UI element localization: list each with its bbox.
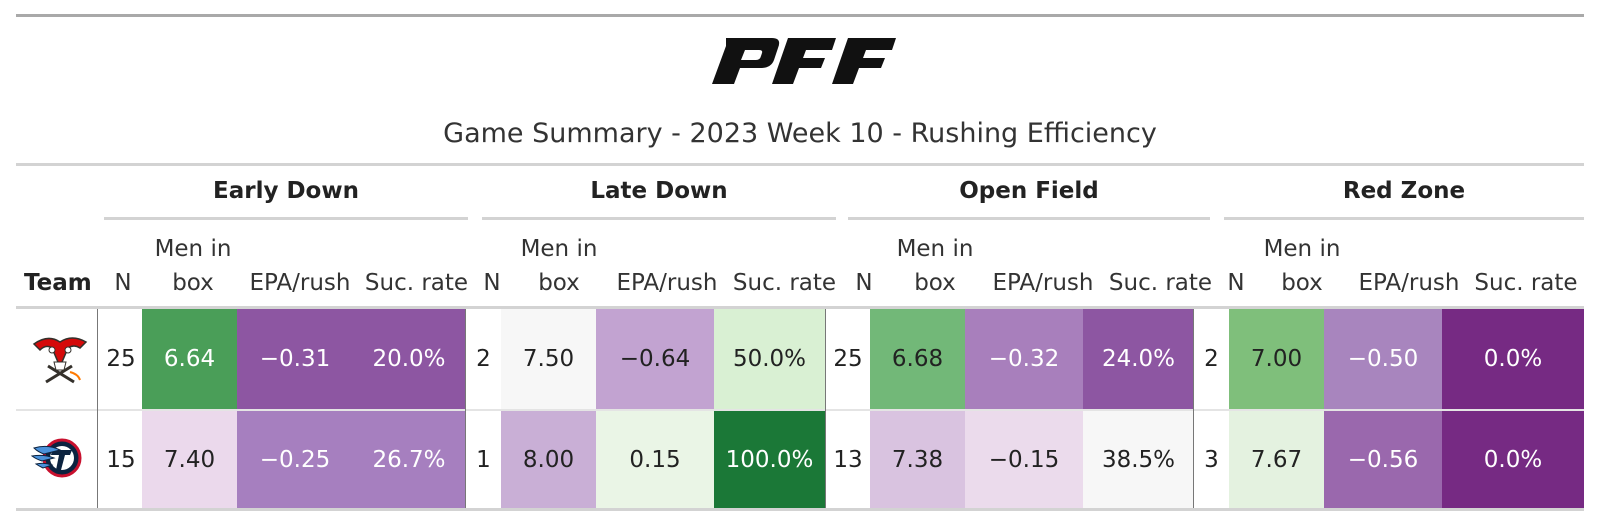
column-header-men-in-box: Men in box	[520, 236, 598, 296]
pff-logo	[712, 38, 896, 84]
title-rule	[16, 163, 1584, 166]
column-header-men-in-box: Men in box	[1263, 236, 1341, 296]
table-cell-n: 13	[826, 411, 870, 508]
table-cell-men-in-box: 7.67	[1229, 411, 1324, 508]
table-cell-men-in-box: 7.40	[142, 411, 237, 508]
column-header-suc-rate: Suc. rate	[1108, 270, 1213, 296]
column-header-men-in-box: Men in box	[896, 236, 974, 296]
table-cell-epa-rush: −0.50	[1324, 309, 1442, 409]
column-divider	[465, 309, 466, 508]
spanner-rule	[848, 217, 1210, 220]
column-header-team: Team	[24, 270, 92, 296]
column-header-men-in-box: Men in box	[154, 236, 232, 296]
table-cell-epa-rush: −0.56	[1324, 411, 1442, 508]
column-header-epa-rush: EPA/rush	[992, 270, 1094, 296]
column-header-epa-rush: EPA/rush	[616, 270, 718, 296]
table-cell-suc-rate: 50.0%	[714, 309, 825, 409]
column-header-n: N	[855, 270, 873, 296]
column-header-n: N	[483, 270, 501, 296]
top-rule	[16, 14, 1584, 17]
spanner-late-down: Late Down	[590, 178, 728, 204]
column-header-n: N	[114, 270, 132, 296]
column-header-suc-rate: Suc. rate	[364, 270, 469, 296]
table-cell-men-in-box: 7.50	[501, 309, 596, 409]
spanner-rule	[1224, 217, 1584, 220]
table-cell-epa-rush: −0.31	[237, 309, 353, 409]
table-cell-suc-rate: 0.0%	[1442, 309, 1584, 409]
table-cell-suc-rate: 100.0%	[714, 411, 825, 508]
table-cell-n: 2	[1194, 309, 1229, 409]
table-cell-men-in-box: 6.64	[142, 309, 237, 409]
column-divider	[1193, 309, 1194, 508]
bottom-rule	[16, 508, 1584, 511]
spanner-open-field: Open Field	[959, 178, 1099, 204]
table-cell-epa-rush: −0.25	[237, 411, 353, 508]
table-cell-suc-rate: 20.0%	[353, 309, 465, 409]
table-cell-men-in-box: 7.38	[870, 411, 965, 508]
column-divider	[97, 309, 98, 508]
column-header-epa-rush: EPA/rush	[1358, 270, 1460, 296]
table-cell-epa-rush: 0.15	[596, 411, 714, 508]
table-cell-suc-rate: 24.0%	[1083, 309, 1194, 409]
table-cell-n: 15	[100, 411, 142, 508]
table-title: Game Summary - 2023 Week 10 - Rushing Ef…	[443, 118, 1157, 149]
table-cell-n: 25	[100, 309, 142, 409]
buccaneers-logo-icon	[32, 337, 88, 384]
column-divider	[825, 309, 826, 508]
table-cell-suc-rate: 26.7%	[353, 411, 465, 508]
table-cell-epa-rush: −0.32	[965, 309, 1083, 409]
column-header-suc-rate: Suc. rate	[732, 270, 837, 296]
table-cell-n: 25	[826, 309, 870, 409]
row-separator	[16, 409, 1584, 411]
table-cell-n: 2	[466, 309, 501, 409]
spanner-rule	[104, 217, 468, 220]
table-cell-suc-rate: 0.0%	[1442, 411, 1584, 508]
table-cell-men-in-box: 8.00	[501, 411, 596, 508]
table-cell-epa-rush: −0.15	[965, 411, 1083, 508]
column-header-n: N	[1227, 270, 1245, 296]
table-cell-epa-rush: −0.64	[596, 309, 714, 409]
table-cell-suc-rate: 38.5%	[1083, 411, 1194, 508]
column-header-suc-rate: Suc. rate	[1474, 270, 1578, 296]
header-rule	[16, 306, 1584, 309]
column-header-epa-rush: EPA/rush	[249, 270, 351, 296]
table-cell-men-in-box: 6.68	[870, 309, 965, 409]
pff-logo-icon	[712, 38, 896, 84]
titans-logo-icon	[30, 438, 82, 478]
spanner-early-down: Early Down	[213, 178, 359, 204]
spanner-rule	[482, 217, 836, 220]
spanner-red-zone: Red Zone	[1342, 178, 1466, 204]
table-cell-n: 3	[1194, 411, 1229, 508]
table-cell-n: 1	[466, 411, 501, 508]
table-cell-men-in-box: 7.00	[1229, 309, 1324, 409]
